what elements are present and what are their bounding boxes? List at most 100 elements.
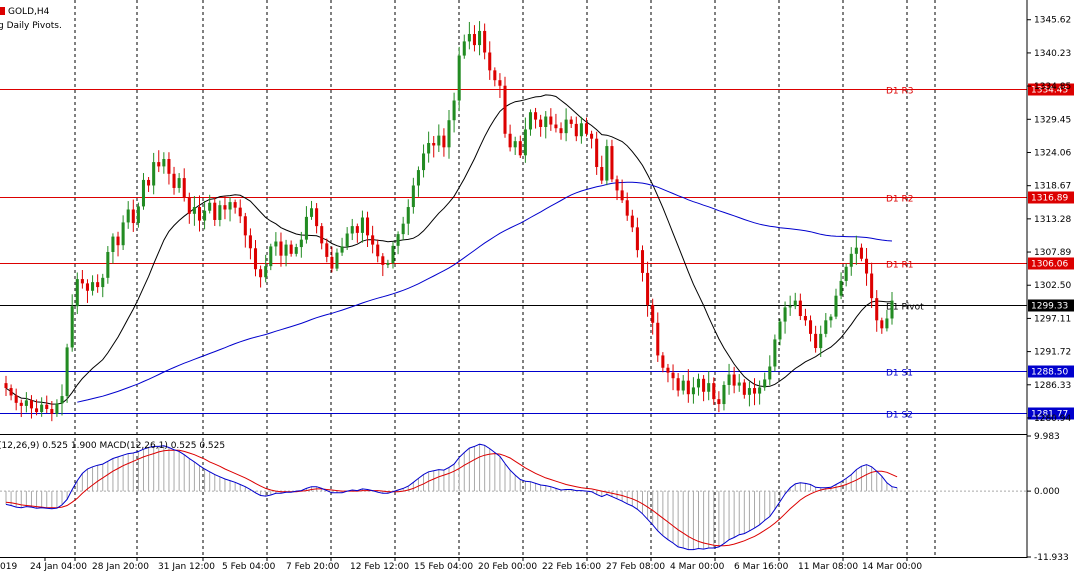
- candle-body: [742, 382, 746, 395]
- candle-body: [203, 210, 207, 221]
- price-tick-label: 1334.85: [1034, 82, 1071, 92]
- candle-body: [60, 396, 64, 404]
- candle-body: [610, 146, 614, 180]
- pivot-name-label: D1 S2: [886, 411, 913, 421]
- price-tick-label: 1345.62: [1034, 16, 1071, 26]
- time-tick-label: 24 Jan 04:00: [30, 562, 87, 572]
- candle-body: [798, 300, 802, 317]
- candle-body: [732, 374, 736, 386]
- pivot-price-tag-label: 1316.89: [1031, 194, 1068, 204]
- price-tick-label: 1291.72: [1034, 348, 1071, 358]
- candle-body: [238, 207, 242, 217]
- candle-body: [457, 55, 461, 101]
- time-grid: [74, 0, 936, 557]
- pivot-name-label: D1 R2: [886, 195, 914, 205]
- indicator-label: g Daily Pivots.: [0, 21, 62, 31]
- pivot-price-tag: [1028, 407, 1074, 420]
- candle-body: [19, 402, 23, 406]
- candle-body: [615, 179, 619, 191]
- candle-body: [131, 209, 135, 224]
- candle-body: [401, 223, 405, 235]
- candle-body: [126, 209, 130, 223]
- candle-body: [493, 70, 497, 81]
- time-tick-label: 7 Feb 20:00: [286, 562, 340, 572]
- time-tick-label: 11 Mar 08:00: [798, 562, 858, 572]
- candle-body: [228, 202, 232, 210]
- candle-body: [187, 197, 191, 214]
- pivot-name-label: D1 S1: [886, 369, 913, 379]
- candle-body: [696, 378, 701, 388]
- candle-body: [182, 178, 186, 198]
- candle-body: [447, 120, 451, 148]
- candle-body: [9, 388, 13, 396]
- candle-body: [162, 159, 166, 167]
- candle-body: [177, 178, 181, 188]
- price-tick-label: 1302.50: [1034, 281, 1071, 291]
- candles: [4, 21, 894, 422]
- candle-body: [508, 133, 512, 148]
- candle-body: [4, 383, 8, 389]
- price-tick-label: 1286.33: [1034, 381, 1071, 391]
- candle-body: [747, 388, 751, 395]
- price-tick-label: 1280.94: [1034, 414, 1071, 424]
- candle-body: [870, 273, 874, 299]
- candle-body: [55, 403, 59, 414]
- time-axis: 019 24 Jan 04:00 28 Jan 20:00 31 Jan 12:00 5…: [0, 557, 922, 572]
- candle-body: [595, 138, 599, 168]
- candle-body: [264, 266, 268, 278]
- price-tick-label: 1340.23: [1034, 49, 1071, 59]
- time-tick-label: 12 Feb 12:00: [350, 562, 409, 572]
- time-tick-label: 019: [0, 562, 17, 572]
- pivot-price-tag: [1028, 299, 1074, 312]
- pivot-name-label: D1 R1: [886, 261, 914, 271]
- symbol-label: GOLD,H4: [8, 7, 50, 17]
- candle-body: [330, 256, 334, 269]
- candle-body: [416, 170, 420, 186]
- candle-body: [859, 247, 863, 259]
- candle-body: [147, 179, 151, 186]
- pivot-price-tag-label: 1288.50: [1031, 368, 1068, 378]
- candle-body: [50, 408, 54, 414]
- macd-panel: [0, 443, 1027, 551]
- pivot-name-label: D1 Pivot: [886, 303, 924, 313]
- candle-body: [111, 236, 115, 252]
- candle-body: [85, 283, 89, 291]
- candle-body: [819, 333, 823, 349]
- candle-body: [289, 244, 293, 254]
- candle-body: [284, 244, 288, 256]
- candle-body: [366, 217, 370, 236]
- candle-body: [691, 387, 695, 395]
- candle-body: [192, 207, 196, 214]
- candle-body: [528, 112, 532, 130]
- candle-body: [620, 190, 624, 201]
- candle-body: [824, 320, 828, 334]
- candle-body: [355, 226, 359, 233]
- candle-body: [865, 258, 869, 274]
- macd-main-line: [5, 443, 898, 551]
- candle-body: [432, 142, 436, 146]
- candle-body: [391, 245, 395, 264]
- time-tick-label: 5 Feb 04:00: [222, 562, 276, 572]
- candle-body: [717, 399, 721, 405]
- candle-body: [259, 269, 263, 278]
- pivot-price-tag: [1028, 365, 1074, 378]
- symbol-icon: [0, 7, 5, 15]
- candle-body: [534, 112, 538, 120]
- candle-body: [101, 277, 105, 288]
- candle-body: [763, 379, 767, 388]
- candle-body: [299, 239, 303, 248]
- candle-body: [422, 153, 426, 171]
- candle-body: [136, 206, 140, 224]
- candle-body: [452, 100, 456, 121]
- time-tick-label: 27 Feb 08:00: [606, 562, 665, 572]
- candle-body: [773, 339, 777, 367]
- price-tick-label: 1307.89: [1034, 248, 1071, 258]
- candle-body: [376, 244, 380, 257]
- candle-body: [839, 280, 843, 296]
- candle-body: [197, 207, 202, 221]
- candle-body: [218, 205, 222, 220]
- candle-body: [584, 123, 589, 134]
- candle-body: [783, 307, 787, 322]
- candle-body: [671, 372, 675, 379]
